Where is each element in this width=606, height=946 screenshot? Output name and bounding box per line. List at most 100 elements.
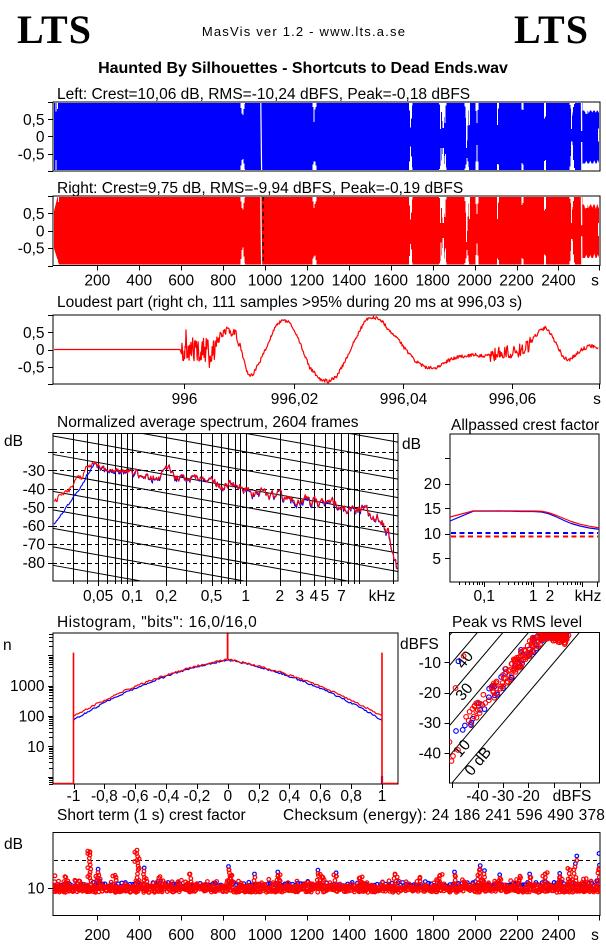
svg-text:-0,8: -0,8 (91, 788, 118, 805)
svg-text:-60: -60 (23, 518, 46, 535)
svg-text:1600: 1600 (374, 927, 409, 944)
svg-text:1400: 1400 (332, 927, 367, 944)
svg-text:2000: 2000 (457, 273, 492, 290)
svg-text:996,06: 996,06 (489, 391, 536, 408)
svg-text:-0,4: -0,4 (153, 788, 180, 805)
svg-text:Short term (1 s) crest factor: Short term (1 s) crest factor (57, 807, 246, 824)
svg-text:2400: 2400 (541, 927, 576, 944)
svg-text:4: 4 (310, 588, 319, 605)
svg-text:1000: 1000 (248, 927, 283, 944)
svg-text:1800: 1800 (415, 273, 450, 290)
svg-text:3: 3 (295, 588, 304, 605)
svg-text:1400: 1400 (332, 273, 367, 290)
svg-text:996,04: 996,04 (380, 391, 428, 408)
svg-text:Histogram, "bits": 16,0/16,0: Histogram, "bits": 16,0/16,0 (57, 614, 257, 631)
svg-text:Allpassed crest factor: Allpassed crest factor (451, 417, 599, 434)
svg-text:Right: Crest=9,75 dB, RMS=-9,9: Right: Crest=9,75 dB, RMS=-9,94 dBFS, Pe… (57, 180, 463, 197)
svg-text:0,05: 0,05 (83, 588, 113, 605)
svg-text:-0,6: -0,6 (122, 788, 149, 805)
svg-text:10: 10 (27, 880, 45, 897)
svg-text:dB: dB (4, 836, 23, 853)
svg-text:996: 996 (172, 391, 198, 408)
svg-text:0: 0 (36, 223, 45, 240)
svg-text:-30: -30 (492, 788, 515, 805)
svg-text:-50: -50 (23, 500, 46, 517)
svg-text:2200: 2200 (499, 927, 534, 944)
svg-text:s: s (593, 391, 601, 408)
svg-text:800: 800 (210, 273, 236, 290)
svg-text:30: 30 (452, 680, 476, 704)
svg-text:-10: -10 (419, 655, 442, 672)
svg-text:5: 5 (321, 588, 330, 605)
svg-text:-30: -30 (23, 463, 46, 480)
svg-text:-0,5: -0,5 (18, 146, 45, 163)
svg-text:-80: -80 (23, 555, 46, 572)
svg-text:996,02: 996,02 (271, 391, 318, 408)
svg-text:2000: 2000 (457, 927, 492, 944)
svg-text:1600: 1600 (374, 273, 409, 290)
svg-text:0,5: 0,5 (23, 112, 45, 129)
svg-text:0,5: 0,5 (201, 588, 223, 605)
svg-text:100: 100 (19, 709, 45, 726)
svg-text:-0,2: -0,2 (184, 788, 211, 805)
svg-text:Peak vs RMS level: Peak vs RMS level (452, 614, 582, 631)
svg-text:15: 15 (424, 501, 441, 518)
svg-text:10: 10 (424, 526, 442, 543)
svg-text:Haunted By Silhouettes - Short: Haunted By Silhouettes - Shortcuts to De… (98, 60, 508, 77)
svg-text:400: 400 (126, 273, 152, 290)
svg-text:20: 20 (424, 476, 442, 493)
svg-text:400: 400 (126, 927, 152, 944)
svg-text:1200: 1200 (290, 927, 325, 944)
svg-text:-20: -20 (517, 788, 540, 805)
svg-text:Left: Crest=10,06 dB, RMS=-10,: Left: Crest=10,06 dB, RMS=-10,24 dBFS, P… (57, 86, 470, 103)
svg-text:dB: dB (4, 433, 23, 450)
svg-text:2: 2 (275, 588, 284, 605)
svg-text:dB: dB (402, 436, 421, 453)
svg-text:-70: -70 (23, 537, 46, 554)
svg-text:10: 10 (27, 739, 45, 756)
svg-text:0: 0 (36, 129, 45, 146)
svg-text:2: 2 (546, 588, 555, 605)
svg-text:2400: 2400 (541, 273, 576, 290)
svg-text:-30: -30 (419, 715, 442, 732)
svg-text:800: 800 (210, 927, 236, 944)
svg-text:0: 0 (36, 342, 45, 359)
svg-text:n: n (3, 637, 12, 654)
svg-text:s: s (591, 927, 599, 944)
svg-text:1200: 1200 (290, 273, 325, 290)
svg-text:0,2: 0,2 (248, 788, 270, 805)
svg-text:0,1: 0,1 (121, 588, 143, 605)
svg-text:1800: 1800 (415, 927, 450, 944)
svg-text:1: 1 (241, 588, 250, 605)
svg-text:0,5: 0,5 (23, 325, 45, 342)
svg-text:s: s (591, 273, 599, 290)
svg-text:LTS: LTS (17, 7, 91, 52)
svg-text:-0,5: -0,5 (18, 241, 45, 258)
svg-text:-40: -40 (419, 745, 442, 762)
svg-text:-20: -20 (419, 685, 442, 702)
svg-text:5: 5 (432, 551, 441, 568)
svg-text:1: 1 (529, 588, 538, 605)
svg-text:-40: -40 (466, 788, 489, 805)
svg-text:kHz: kHz (369, 588, 396, 605)
svg-text:600: 600 (168, 273, 194, 290)
svg-text:7: 7 (337, 588, 346, 605)
svg-text:LTS: LTS (514, 7, 588, 52)
svg-text:Normalized average spectrum, 2: Normalized average spectrum, 2604 frames (57, 414, 359, 431)
svg-text:kHz: kHz (575, 588, 602, 605)
svg-text:-0,5: -0,5 (18, 359, 45, 376)
svg-text:MasVis ver 1.2 - www.lts.a.se: MasVis ver 1.2 - www.lts.a.se (202, 24, 406, 39)
svg-text:0,5: 0,5 (23, 206, 45, 223)
svg-text:200: 200 (84, 273, 110, 290)
svg-text:0,2: 0,2 (156, 588, 178, 605)
svg-text:1: 1 (378, 788, 387, 805)
svg-text:Checksum (energy): 24 186 241: Checksum (energy): 24 186 241 596 490 37… (283, 807, 605, 824)
svg-text:-1: -1 (67, 788, 81, 805)
svg-text:1000: 1000 (248, 273, 283, 290)
svg-text:Loudest part (right ch, 111 sa: Loudest part (right ch, 111 samples >95%… (57, 294, 522, 311)
svg-text:-40: -40 (23, 481, 46, 498)
svg-text:0,1: 0,1 (473, 588, 495, 605)
svg-text:200: 200 (84, 927, 110, 944)
svg-text:0,8: 0,8 (340, 788, 362, 805)
svg-text:600: 600 (168, 927, 194, 944)
